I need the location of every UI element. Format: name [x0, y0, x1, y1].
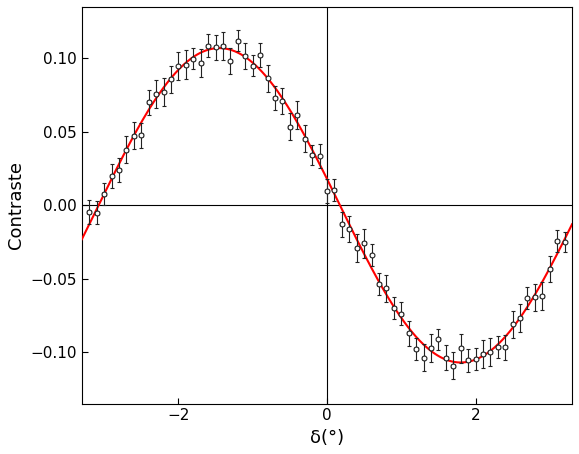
Y-axis label: Contraste: Contraste — [7, 161, 25, 249]
X-axis label: δ(°): δ(°) — [310, 429, 344, 447]
